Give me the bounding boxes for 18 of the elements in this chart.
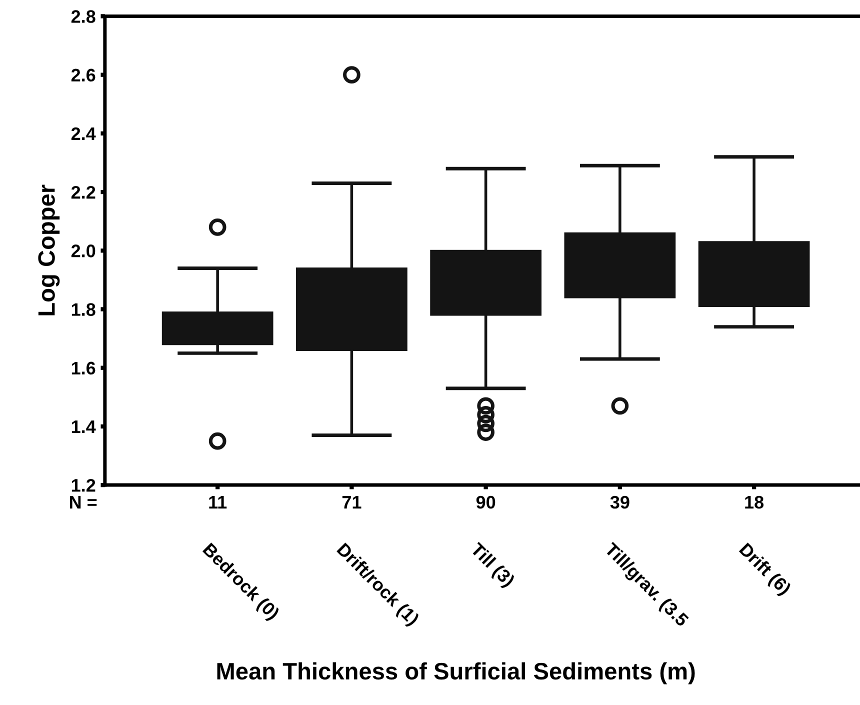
- y-tick-label: 2.8: [71, 10, 96, 23]
- y-tick-label: 1.6: [72, 362, 96, 375]
- y-tick-label: 2.6: [71, 68, 96, 82]
- y-tick-label: 2.2: [71, 186, 96, 199]
- text: 71: [342, 496, 362, 508]
- text: 90: [476, 496, 496, 509]
- y-axis-title: Log Copper: [38, 184, 60, 316]
- y-tick-label: 1.8: [72, 303, 96, 316]
- text: 11: [209, 496, 227, 508]
- y-tick-label: 1.4: [72, 420, 96, 433]
- y-tick-label: 1.2: [72, 478, 96, 492]
- x-tick-label: Till (3): [467, 541, 516, 590]
- x-axis-title: Mean Thickness of Surficial Sediments (m): [217, 662, 695, 684]
- text: 39: [610, 496, 630, 509]
- y-tick-label: 2.4: [71, 127, 96, 140]
- text: N =: [70, 496, 97, 508]
- y-tick-label: 2.0: [71, 244, 96, 258]
- text: 18: [745, 496, 764, 509]
